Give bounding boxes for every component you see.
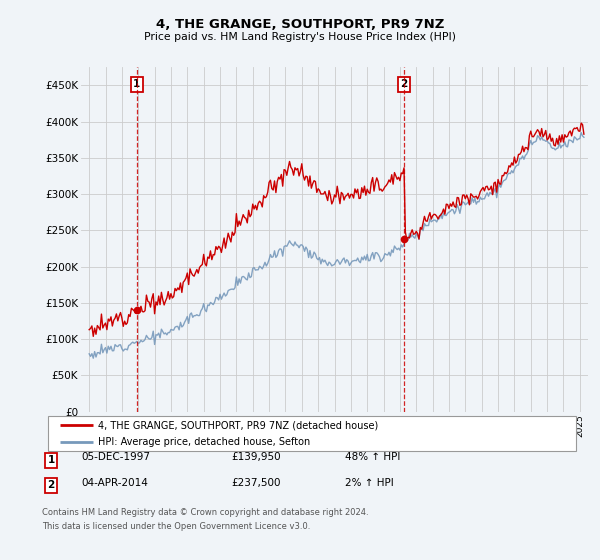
Text: £237,500: £237,500	[231, 478, 281, 488]
FancyBboxPatch shape	[48, 416, 576, 451]
Text: 2: 2	[47, 480, 55, 491]
Text: 2: 2	[400, 80, 407, 89]
Text: 1: 1	[133, 80, 140, 89]
Text: 04-APR-2014: 04-APR-2014	[81, 478, 148, 488]
Text: £139,950: £139,950	[231, 452, 281, 463]
Text: Price paid vs. HM Land Registry's House Price Index (HPI): Price paid vs. HM Land Registry's House …	[144, 32, 456, 42]
Text: This data is licensed under the Open Government Licence v3.0.: This data is licensed under the Open Gov…	[42, 522, 310, 531]
Text: Contains HM Land Registry data © Crown copyright and database right 2024.: Contains HM Land Registry data © Crown c…	[42, 508, 368, 517]
Text: 05-DEC-1997: 05-DEC-1997	[81, 452, 150, 463]
Text: 1: 1	[47, 455, 55, 465]
Text: 48% ↑ HPI: 48% ↑ HPI	[345, 452, 400, 463]
Text: 2% ↑ HPI: 2% ↑ HPI	[345, 478, 394, 488]
Text: 4, THE GRANGE, SOUTHPORT, PR9 7NZ: 4, THE GRANGE, SOUTHPORT, PR9 7NZ	[156, 18, 444, 31]
Text: HPI: Average price, detached house, Sefton: HPI: Average price, detached house, Seft…	[98, 437, 310, 447]
Text: 4, THE GRANGE, SOUTHPORT, PR9 7NZ (detached house): 4, THE GRANGE, SOUTHPORT, PR9 7NZ (detac…	[98, 421, 379, 431]
